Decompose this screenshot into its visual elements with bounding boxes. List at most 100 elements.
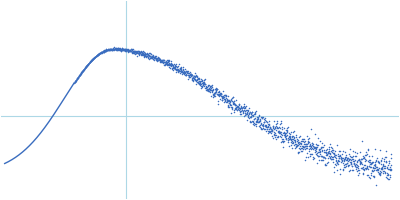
- Point: [378, 168, 384, 171]
- Point: [73, 78, 80, 81]
- Point: [73, 79, 79, 82]
- Point: [355, 174, 361, 177]
- Point: [290, 141, 296, 144]
- Point: [276, 125, 282, 128]
- Point: [264, 128, 270, 131]
- Point: [160, 59, 167, 62]
- Point: [338, 153, 345, 156]
- Point: [120, 48, 126, 51]
- Point: [267, 127, 274, 130]
- Point: [196, 79, 202, 83]
- Point: [274, 136, 280, 139]
- Point: [279, 133, 285, 137]
- Point: [274, 126, 280, 129]
- Point: [340, 161, 346, 165]
- Point: [227, 103, 234, 106]
- Point: [311, 147, 317, 150]
- Point: [159, 59, 165, 62]
- Point: [308, 127, 314, 130]
- Point: [104, 48, 110, 51]
- Point: [207, 88, 214, 92]
- Point: [365, 168, 372, 171]
- Point: [80, 68, 87, 71]
- Point: [202, 77, 208, 80]
- Point: [293, 143, 300, 146]
- Point: [202, 86, 209, 89]
- Point: [95, 53, 101, 56]
- Point: [318, 141, 325, 145]
- Point: [268, 128, 274, 131]
- Point: [150, 56, 156, 59]
- Point: [381, 159, 387, 162]
- Point: [281, 133, 287, 137]
- Point: [180, 73, 187, 76]
- Point: [204, 85, 210, 88]
- Point: [184, 72, 191, 75]
- Point: [142, 53, 148, 56]
- Point: [384, 177, 390, 180]
- Point: [88, 59, 94, 62]
- Point: [379, 167, 385, 170]
- Point: [369, 161, 375, 164]
- Point: [278, 130, 284, 133]
- Point: [198, 78, 205, 81]
- Point: [220, 89, 227, 92]
- Point: [205, 89, 211, 92]
- Point: [345, 165, 351, 168]
- Point: [239, 107, 245, 110]
- Point: [139, 53, 145, 56]
- Point: [124, 49, 131, 52]
- Point: [230, 95, 236, 99]
- Point: [373, 158, 380, 161]
- Point: [381, 164, 387, 167]
- Point: [377, 171, 384, 174]
- Point: [85, 62, 91, 66]
- Point: [195, 77, 202, 80]
- Point: [321, 150, 328, 153]
- Point: [239, 106, 246, 110]
- Point: [203, 86, 210, 89]
- Point: [313, 146, 319, 149]
- Point: [263, 125, 269, 128]
- Point: [99, 50, 106, 53]
- Point: [213, 89, 219, 92]
- Point: [221, 95, 228, 98]
- Point: [325, 151, 331, 154]
- Point: [378, 171, 384, 174]
- Point: [148, 56, 154, 59]
- Point: [316, 148, 323, 151]
- Point: [358, 166, 364, 169]
- Point: [260, 126, 267, 129]
- Point: [386, 159, 392, 162]
- Point: [376, 173, 383, 176]
- Point: [111, 47, 117, 50]
- Point: [316, 151, 323, 154]
- Point: [235, 106, 241, 109]
- Point: [106, 48, 113, 52]
- Point: [222, 99, 228, 102]
- Point: [200, 80, 206, 83]
- Point: [110, 47, 116, 50]
- Point: [194, 80, 200, 83]
- Point: [313, 147, 320, 150]
- Point: [212, 88, 219, 91]
- Point: [72, 80, 78, 83]
- Point: [283, 134, 289, 137]
- Point: [353, 160, 360, 164]
- Point: [286, 137, 292, 141]
- Point: [253, 119, 259, 122]
- Point: [188, 73, 194, 76]
- Point: [353, 166, 360, 169]
- Point: [156, 59, 162, 62]
- Point: [270, 133, 277, 137]
- Point: [277, 123, 283, 126]
- Point: [156, 58, 162, 61]
- Point: [157, 59, 164, 62]
- Point: [328, 155, 335, 158]
- Point: [305, 156, 312, 159]
- Point: [204, 89, 211, 93]
- Point: [317, 145, 324, 149]
- Point: [248, 121, 254, 124]
- Point: [219, 94, 226, 97]
- Point: [380, 165, 386, 168]
